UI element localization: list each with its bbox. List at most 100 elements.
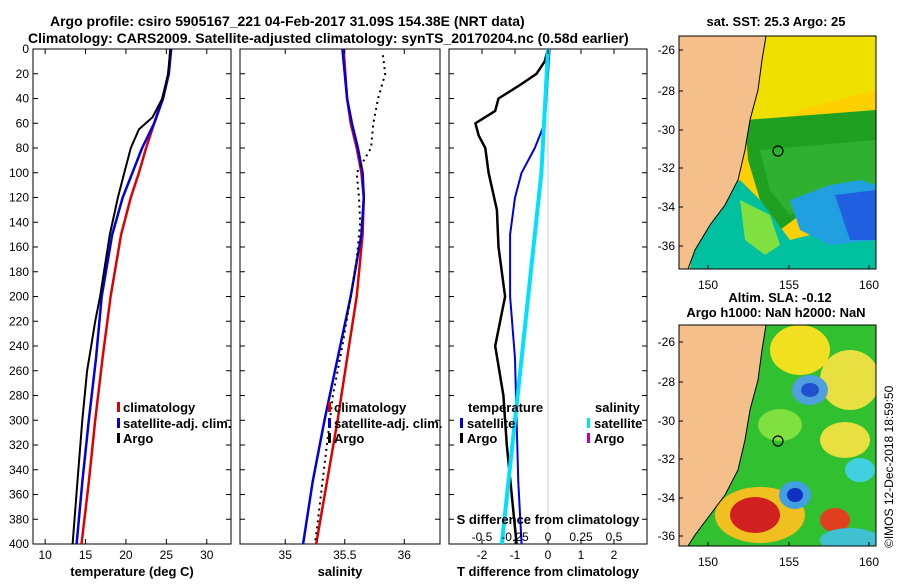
x2-tick-label: -0.25 [501,530,529,544]
y-tick-label: 300 [9,413,29,427]
map-lat-label: -36 [658,239,676,253]
x-tick-label: 20 [119,548,133,562]
salinity-xlabel: salinity [318,564,364,579]
legend-label-argo: Argo [123,431,153,446]
argo-location-marker [772,435,784,447]
legend-swatch-climatology [328,402,331,412]
temperature-legend: climatology satellite-adj. clim. Argo [117,400,231,446]
temperature-xlabel: temperature (deg C) [70,564,194,579]
legend-label-satellite: satellite-adj. clim. [123,416,231,431]
legend-label-s-satellite: satellite [594,416,642,431]
map-lon-label: 160 [859,278,879,292]
legend-label-s-argo: Argo [594,431,624,446]
map-lat-label: -32 [658,161,676,175]
x2-tick-label: -0.5 [472,530,493,544]
legend-swatch-climatology [117,402,120,412]
map-lat-label: -28 [658,84,676,98]
map-lat-label: -34 [658,200,676,214]
y-tick-label: 220 [9,314,29,328]
map-lat-label: -30 [658,123,676,137]
y-tick-label: 40 [16,92,30,106]
argo-location-marker [772,145,784,157]
x-tick-label: 2 [611,548,618,562]
series-t-argo-line [474,49,550,544]
legend-swatch-argo [328,433,331,443]
legend-label-argo: Argo [334,431,364,446]
y-tick-label: 400 [9,537,29,551]
sla-map [679,325,876,546]
legend-title-salinity: salinity [595,400,641,415]
map-lon-label: 150 [698,278,718,292]
map-lat-label: -28 [658,375,676,389]
difference-legend: temperature satellite Argo salinity sate… [460,400,642,446]
sst-map-title: sat. SST: 25.3 Argo: 25 [707,14,846,29]
y-tick-label: 60 [16,116,30,130]
y-tick-label: 260 [9,364,29,378]
map-lat-label: -30 [658,414,676,428]
y-tick-label: 0 [22,42,29,56]
map-lon-label: 160 [859,555,879,569]
y-tick-label: 320 [9,438,29,452]
x-tick-label: 36 [398,548,412,562]
temperature-panel [32,48,232,545]
legend-swatch-satellite [117,418,120,428]
footer-stamp: ©IMOS 12-Dec-2018 18:59:50 [882,385,896,548]
legend-swatch-s-satellite [587,418,590,428]
x-tick-label: -1 [510,548,521,562]
legend-label-climatology: climatology [334,400,407,415]
y-tick-label: 380 [9,512,29,526]
map-lon-label: 155 [779,555,799,569]
y-tick-label: 240 [9,339,29,353]
land-mass [679,36,766,269]
salinity-legend: climatology satellite-adj. clim. Argo [328,400,442,446]
y-tick-label: 280 [9,389,29,403]
y-tick-label: 100 [9,166,29,180]
legend-swatch-t-satellite [460,418,463,428]
y-tick-label: 140 [9,215,29,229]
salinity-panel [239,48,441,545]
sla-map-title-2: Argo h1000: NaN h2000: NaN [686,305,865,320]
x2-tick-label: 0.25 [569,530,593,544]
y-tick-label: 360 [9,488,29,502]
x2-tick-label: 0 [545,530,552,544]
legend-label-satellite: satellite-adj. clim. [334,416,442,431]
series-argo-line [71,49,172,544]
x-tick-label: 0 [545,548,552,562]
x-tick-label: 1 [578,548,585,562]
x2-tick-label: 0.5 [606,530,623,544]
x-tick-label: 35.5 [333,548,357,562]
y-tick-label: 160 [9,240,29,254]
legend-swatch-satellite [328,418,331,428]
legend-label-climatology: climatology [123,400,196,415]
y-tick-label: 120 [9,191,29,205]
map-lat-label: -32 [658,452,676,466]
map-lat-label: -26 [658,335,676,349]
land-mass [679,325,766,546]
title-line-1: Argo profile: csiro 5905167_221 04-Feb-2… [50,13,525,29]
map-lat-label: -36 [658,529,676,543]
x-tick-label: 10 [38,548,52,562]
sla-map-frame [678,324,877,547]
x-tick-label: 25 [160,548,174,562]
series-s-satellite-line [499,49,550,544]
legend-swatch-argo [117,433,120,443]
x-tick-label: 35 [279,548,293,562]
title-line-2: Climatology: CARS2009. Satellite-adjuste… [28,30,629,46]
sst-map-frame [678,35,877,270]
legend-title-temperature: temperature [468,400,543,415]
y-tick-label: 200 [9,290,29,304]
x-tick-label: 15 [79,548,93,562]
difference-x2label: S difference from climatology [457,512,641,527]
legend-swatch-t-argo [460,433,463,443]
sst-map [679,36,876,269]
difference-xlabel: T difference from climatology [457,564,640,579]
y-tick-label: 80 [16,141,30,155]
map-lon-label: 150 [698,555,718,569]
legend-label-t-satellite: satellite [467,416,515,431]
series-satellite-line [301,49,366,544]
legend-swatch-s-argo [587,433,590,443]
x-tick-label: -2 [477,548,488,562]
map-lon-label: 155 [779,278,799,292]
map-lat-label: -26 [658,43,676,57]
